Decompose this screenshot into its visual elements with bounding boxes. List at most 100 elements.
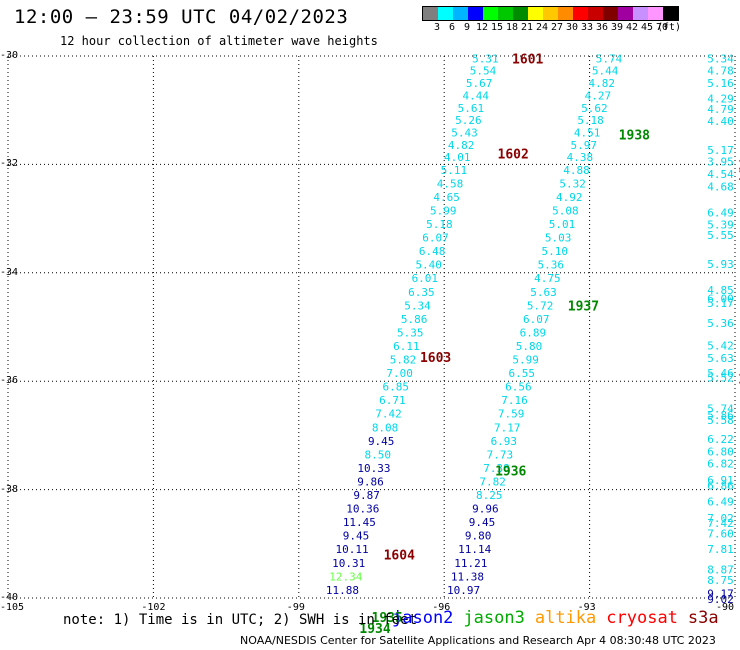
wave-height-label: 6.71 <box>379 394 406 407</box>
pass-time-label: 1604 <box>384 549 415 564</box>
wave-height-label: 6.48 <box>419 245 446 258</box>
legend-tick-label: 42 <box>625 22 639 33</box>
latitude-tick-label: -34 <box>0 266 19 278</box>
wave-height-points: 5.315.545.674.445.615.265.434.824.015.11… <box>326 53 734 606</box>
footer-credit: NOAA/NESDIS Center for Satellite Applica… <box>240 634 716 647</box>
wave-height-label: 5.44 <box>592 65 619 78</box>
pass-time-label: 1938 <box>619 129 650 144</box>
wave-height-label: 5.43 <box>451 126 478 139</box>
pass-time-label: 1935 <box>372 611 403 626</box>
wave-height-label: 8.50 <box>365 448 392 461</box>
longitude-tick-label: -90 <box>716 602 735 613</box>
wave-height-label: 9.45 <box>343 530 370 543</box>
wave-height-label: 6.49 <box>707 207 734 220</box>
wave-height-label: 5.11 <box>441 164 468 177</box>
legend-swatch <box>573 7 588 20</box>
latitude-tick-label: -38 <box>0 483 19 495</box>
legend-tick-label: 18 <box>505 22 519 33</box>
wave-height-label: 6.82 <box>707 458 734 471</box>
wave-height-label: 5.16 <box>707 77 734 90</box>
wave-height-label: 5.08 <box>552 204 579 217</box>
wave-height-label: 10.97 <box>447 584 480 597</box>
longitude-tick-label: -96 <box>432 602 451 613</box>
wave-height-label: 6.00 <box>707 292 734 305</box>
legend-tick-label: 12 <box>475 22 489 33</box>
latitude-tick-label: -40 <box>0 592 19 603</box>
wave-height-label: 9.45 <box>469 516 496 529</box>
wave-height-label: 9.80 <box>465 530 492 543</box>
legend-unit: (ft) <box>656 22 682 33</box>
wave-height-label: 4.75 <box>534 272 561 285</box>
wave-height-label: 6.56 <box>505 381 532 394</box>
wave-height-label: 5.74 <box>707 402 734 415</box>
satellite-name: jason2 <box>392 608 454 628</box>
wave-height-label: 4.78 <box>707 65 734 78</box>
satellite-name: jason3 <box>463 608 525 628</box>
wave-height-label: 4.65 <box>433 191 460 204</box>
wave-height-label: 4.27 <box>585 90 612 103</box>
wave-height-label: 4.40 <box>707 115 734 128</box>
legend-swatches <box>422 6 679 21</box>
longitude-tick-label: -99 <box>286 602 305 613</box>
wave-height-label: 4.54 <box>707 168 734 181</box>
wave-height-label: 5.46 <box>707 367 734 380</box>
map-subtitle: 12 hour collection of altimeter wave hei… <box>60 34 378 48</box>
wave-height-label: 5.31 <box>472 53 499 66</box>
wave-height-label: 7.42 <box>707 517 734 530</box>
wave-height-label: 5.52 <box>707 371 734 384</box>
wave-height-label: 9.87 <box>353 489 380 502</box>
wave-height-label: 10.31 <box>332 557 365 570</box>
wave-height-label: 7.16 <box>501 394 528 407</box>
legend-tick-label: 3 <box>433 22 441 33</box>
wave-height-label: 4.82 <box>588 77 615 90</box>
legend-swatch <box>453 7 468 20</box>
color-legend: 3 6 9 12 15 18 21 24 27 30 33 36 39 42 45 70 (ft) <box>422 6 682 35</box>
wave-height-label: 5.97 <box>571 139 598 152</box>
wave-height-label: 10.36 <box>346 503 379 516</box>
wave-height-label: 5.32 <box>559 177 586 190</box>
wave-height-label: 6.91 <box>707 474 734 487</box>
wave-height-label: 11.45 <box>343 516 376 529</box>
wave-height-label: 5.03 <box>545 232 572 245</box>
wave-height-label: 7.73 <box>487 448 514 461</box>
legend-tick-label: 33 <box>580 22 594 33</box>
legend-swatch <box>648 7 663 20</box>
wave-height-label: 4.58 <box>437 177 464 190</box>
wave-height-label: 5.54 <box>470 65 497 78</box>
legend-swatch <box>663 7 678 20</box>
wave-height-label: 6.01 <box>412 272 439 285</box>
pass-time-label: 1936 <box>495 465 526 480</box>
wave-height-label: 8.25 <box>476 489 503 502</box>
wave-height-label: 9.02 <box>707 593 734 606</box>
map-title: 12:00 – 23:59 UTC 04/02/2023 <box>14 6 349 28</box>
wave-height-label: 5.86 <box>707 409 734 422</box>
longitude-tick-label: -102 <box>141 602 166 613</box>
wave-height-label: 5.34 <box>707 53 734 66</box>
legend-swatch <box>633 7 648 20</box>
wave-height-label: 5.39 <box>707 219 734 232</box>
wave-height-label: 6.89 <box>520 326 547 339</box>
wave-height-label: 5.67 <box>466 77 493 90</box>
wave-height-label: 7.00 <box>386 367 413 380</box>
wave-height-label: 10.33 <box>357 462 390 475</box>
wave-height-label: 4.68 <box>707 181 734 194</box>
wave-height-label: 5.26 <box>455 114 482 127</box>
pass-time-label: 1602 <box>498 148 529 163</box>
legend-tick-label: 9 <box>463 22 471 33</box>
legend-swatch <box>543 7 558 20</box>
longitude-tick-label: -93 <box>577 602 596 613</box>
legend-swatch <box>513 7 528 20</box>
wave-height-label: 5.86 <box>401 313 428 326</box>
wave-height-label: 4.88 <box>563 164 590 177</box>
wave-height-label: 4.38 <box>567 151 594 164</box>
wave-height-label: 5.74 <box>596 53 623 66</box>
wave-height-label: 6.49 <box>707 496 734 509</box>
legend-swatch <box>483 7 498 20</box>
wave-height-label: 6.11 <box>393 340 420 353</box>
pass-time-label: 1937 <box>568 299 599 314</box>
legend-swatch <box>618 7 633 20</box>
wave-height-label: 5.61 <box>458 102 485 115</box>
legend-tick-label: 6 <box>448 22 456 33</box>
pass-time-label: 1603 <box>420 351 451 366</box>
legend-tick-label: 45 <box>640 22 654 33</box>
